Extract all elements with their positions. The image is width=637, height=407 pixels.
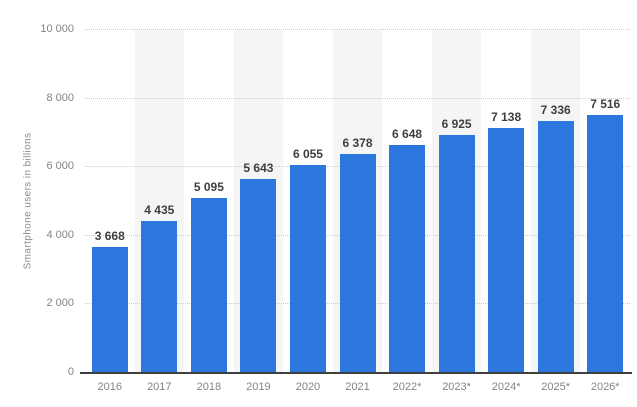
bar-value-label: 7 138 <box>491 110 522 125</box>
gridline <box>85 97 630 99</box>
bar-2023*[interactable] <box>438 135 475 373</box>
bar-value-label: 6 648 <box>392 126 423 141</box>
bar-2022*[interactable] <box>389 144 426 373</box>
bar-2026*[interactable] <box>587 115 624 373</box>
bar-2016[interactable] <box>91 247 128 373</box>
bar-value-label: 3 668 <box>94 229 125 244</box>
y-axis-label: Smartphone users in billions <box>22 132 34 270</box>
bar-2021[interactable] <box>339 154 376 373</box>
bar-2024*[interactable] <box>488 128 525 373</box>
x-tick-label: 2018 <box>196 381 222 393</box>
bar-2017[interactable] <box>141 220 178 373</box>
bar-value-label: 7 336 <box>540 103 571 118</box>
bar-value-label: 5 095 <box>193 180 224 195</box>
bar-value-label: 6 925 <box>441 117 472 132</box>
y-tick-label: 0 <box>67 366 74 378</box>
x-tick-label: 2023* <box>442 381 471 393</box>
bar-value-label: 5 643 <box>243 161 274 176</box>
y-tick-label: 2 000 <box>46 297 74 310</box>
y-tick-label: 6 000 <box>46 160 74 173</box>
x-tick-label: 2022* <box>392 381 422 393</box>
bar-value-label: 7 516 <box>590 97 621 112</box>
x-axis-line <box>80 372 632 374</box>
bar-2025*[interactable] <box>537 121 574 373</box>
bar-value-label: 6 378 <box>342 136 373 151</box>
bar-value-label: 6 055 <box>292 147 323 162</box>
bar-value-label: 4 435 <box>144 202 175 217</box>
gridline <box>85 29 630 30</box>
bar-2019[interactable] <box>240 179 277 373</box>
x-tick-label: 2019 <box>246 381 271 393</box>
x-tick-label: 2021 <box>345 381 370 393</box>
x-tick-label: 2026* <box>590 381 620 393</box>
bar-2020[interactable] <box>289 165 326 373</box>
x-tick-label: 2025* <box>541 381 571 393</box>
x-tick-label: 2017 <box>147 381 172 393</box>
bar-2018[interactable] <box>190 198 227 373</box>
y-tick-label: 10 000 <box>40 23 74 35</box>
x-tick-label: 2024* <box>491 381 521 393</box>
x-tick-label: 2016 <box>97 381 122 393</box>
y-tick-label: 8 000 <box>46 91 74 104</box>
y-tick-label: 4 000 <box>46 228 74 241</box>
x-tick-label: 2020 <box>295 381 321 393</box>
